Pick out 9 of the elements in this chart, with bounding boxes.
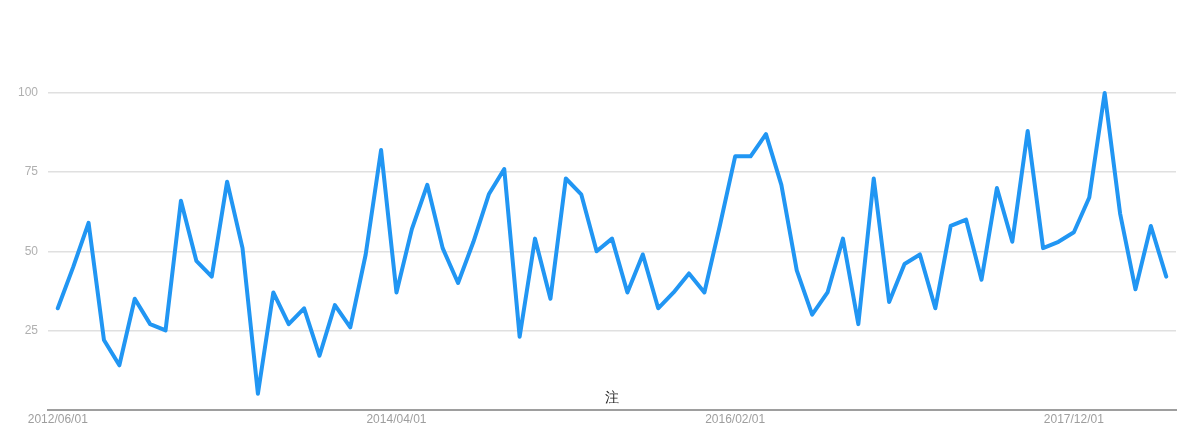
annotation: 注 (605, 389, 620, 406)
y-tick-label: 25 (24, 322, 39, 337)
y-tick-label: 50 (24, 243, 39, 258)
x-tick-label: 2012/06/01 (27, 412, 89, 427)
x-tick-label: 2016/02/01 (705, 412, 766, 427)
y-tick-label: 100 (17, 85, 39, 100)
x-tick-label: 2017/12/01 (1043, 412, 1105, 427)
y-tick-label: 75 (24, 164, 39, 179)
x-tick-label: 2014/04/01 (366, 412, 427, 427)
